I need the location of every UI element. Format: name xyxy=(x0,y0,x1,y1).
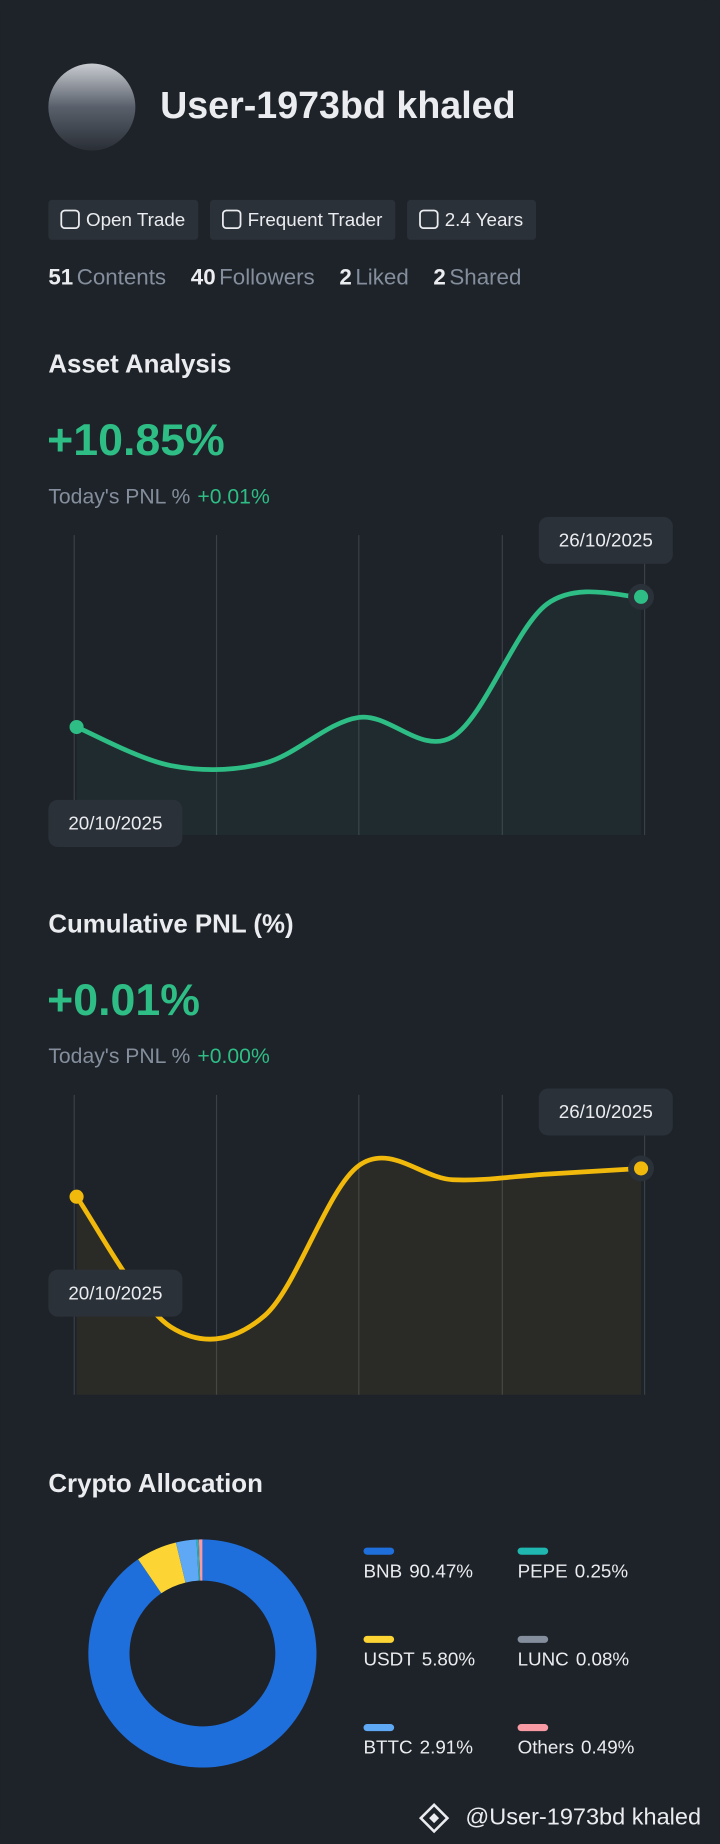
tag-label: Open Trade xyxy=(86,209,185,230)
stat-label: Liked xyxy=(355,265,408,290)
date-label: 26/10/2025 xyxy=(559,530,653,551)
tag-icon xyxy=(60,209,80,230)
legend-item: BTTC 2.91% xyxy=(364,1737,474,1758)
pie-slice xyxy=(198,1539,203,1581)
legend-name: USDT xyxy=(364,1649,416,1670)
pie-slice xyxy=(88,1539,317,1768)
section-title: Cumulative PNL (%) xyxy=(48,910,293,938)
section-title: Asset Analysis xyxy=(48,351,231,379)
legend-swatch xyxy=(363,1635,395,1643)
date-label: 20/10/2025 xyxy=(68,813,162,834)
date-label: 20/10/2025 xyxy=(68,1282,162,1303)
legend-swatch xyxy=(517,1547,549,1555)
stat-value: 2 xyxy=(339,265,351,290)
pnl-label: Today's PNL % xyxy=(48,1045,190,1068)
stat-label: Followers xyxy=(219,265,315,290)
charts: Asset Analysis +10.85% Today's PNL % +0.01%… xyxy=(47,351,673,1768)
legend-value: 90.47% xyxy=(409,1560,473,1581)
line xyxy=(74,589,644,772)
legend-item: PEPE 0.25% xyxy=(518,1560,629,1581)
stat: 40 Followers xyxy=(191,265,315,290)
stats: 51 Contents 40 Followers 2 Liked 2 Shared xyxy=(48,265,521,290)
pie-slice xyxy=(198,1539,201,1581)
tag-bg xyxy=(48,199,199,240)
pnl-line: Today's PNL % +0.00% xyxy=(48,1045,270,1068)
legend-name: Others xyxy=(518,1737,574,1758)
headline: +10.85% xyxy=(47,416,225,465)
tag-icon xyxy=(419,209,439,230)
line xyxy=(74,1155,644,1342)
legend-name: PEPE xyxy=(518,1560,568,1581)
point xyxy=(634,589,649,604)
tag-label: 2.4 Years xyxy=(445,209,523,230)
legend-swatch xyxy=(363,1547,395,1555)
stat-label: Contents xyxy=(77,265,166,290)
legend-item: USDT 5.80% xyxy=(364,1649,476,1670)
pie-slice xyxy=(175,1539,199,1583)
date-bubble xyxy=(48,1269,183,1317)
legend-value: 5.80% xyxy=(422,1649,476,1670)
legend-name: BTTC xyxy=(364,1737,413,1758)
section-title: Crypto Allocation xyxy=(48,1470,263,1498)
legend-value: 0.49% xyxy=(581,1737,635,1758)
footer: @User-1973bd khaled xyxy=(465,1803,701,1829)
legend-value: 2.91% xyxy=(420,1737,474,1758)
date-bubble xyxy=(538,516,673,564)
pnl-value: +0.01% xyxy=(197,485,270,508)
legend-swatch xyxy=(517,1635,549,1643)
legend-name: BNB xyxy=(364,1560,403,1581)
headline: +0.01% xyxy=(47,976,200,1025)
legend-item: BNB 90.47% xyxy=(364,1560,474,1581)
legend-swatch xyxy=(363,1724,395,1732)
tag-bg xyxy=(209,199,396,240)
legend-item: LUNC 0.08% xyxy=(518,1649,630,1670)
stat: 2 Shared xyxy=(433,265,521,290)
pnl-value: +0.00% xyxy=(197,1045,270,1068)
area xyxy=(76,1158,642,1395)
point xyxy=(634,1161,649,1176)
date-bubble xyxy=(48,799,183,847)
legend-value: 0.08% xyxy=(576,1649,630,1670)
tag[interactable]: 2.4 Years xyxy=(407,199,537,240)
pnl-line: Today's PNL % +0.01% xyxy=(48,485,270,508)
stat-label: Shared xyxy=(449,265,521,290)
date-label: 26/10/2025 xyxy=(559,1101,653,1122)
tag[interactable]: Frequent Trader xyxy=(209,199,396,240)
tags: Open Trade Frequent Trader 2.4 Years xyxy=(48,199,537,240)
tag-label: Frequent Trader xyxy=(248,209,383,230)
user-name: User-1973bd khaled xyxy=(160,84,516,126)
stat: 2 Liked xyxy=(339,265,408,290)
avatar[interactable] xyxy=(48,63,136,151)
legend-item: Others 0.49% xyxy=(518,1737,635,1758)
stat-value: 51 xyxy=(48,265,73,290)
legend-swatch xyxy=(517,1724,549,1732)
pnl-label: Today's PNL % xyxy=(48,485,190,508)
tag[interactable]: Open Trade xyxy=(48,199,199,240)
tag-icon xyxy=(222,209,242,230)
pie-slice xyxy=(138,1542,186,1594)
stat-value: 40 xyxy=(191,265,216,290)
area xyxy=(76,591,642,835)
date-bubble xyxy=(538,1088,673,1136)
pie-slice xyxy=(196,1539,200,1581)
point xyxy=(69,1189,84,1204)
legend-name: LUNC xyxy=(518,1649,569,1670)
legend-value: 0.25% xyxy=(575,1560,629,1581)
stat-value: 2 xyxy=(433,265,445,290)
tag-bg xyxy=(407,199,537,240)
stat: 51 Contents xyxy=(48,265,166,290)
point xyxy=(69,719,84,735)
